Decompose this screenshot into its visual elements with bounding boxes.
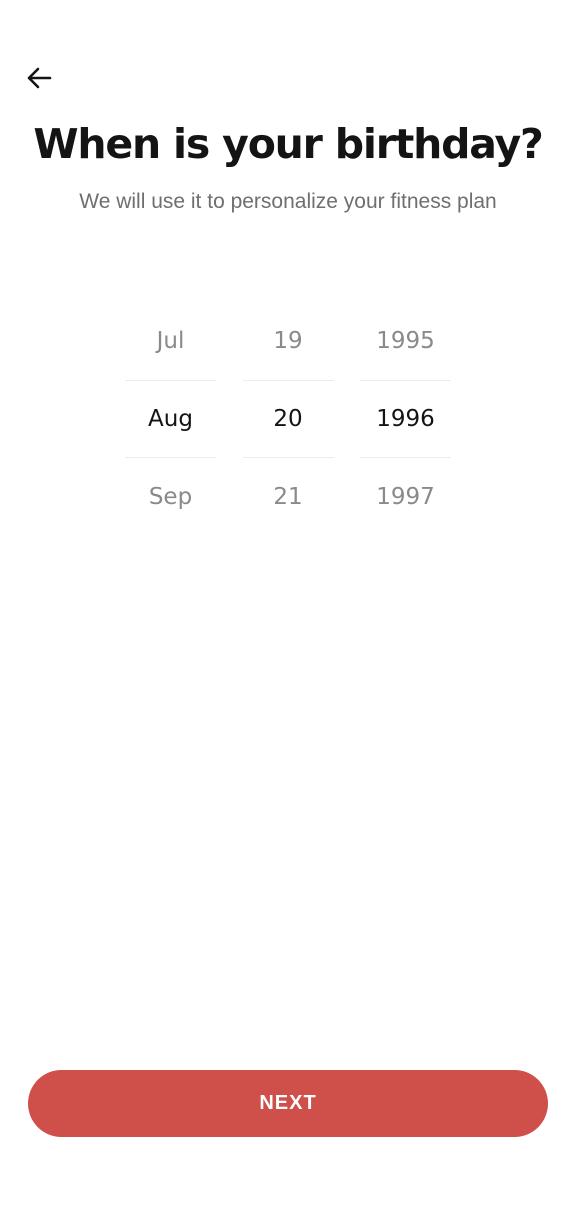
month-picker-column[interactable]: Jul Aug Sep xyxy=(125,302,216,537)
day-option-above[interactable]: 19 xyxy=(273,328,303,354)
month-option-selected[interactable]: Aug xyxy=(125,380,216,458)
birthday-picker: Jul Aug Sep 19 20 21 1995 1996 1997 xyxy=(125,302,451,537)
arrow-left-icon xyxy=(25,66,53,90)
next-button-label: NEXT xyxy=(259,1092,317,1114)
day-picker-column[interactable]: 19 20 21 xyxy=(242,302,334,537)
day-option-below[interactable]: 21 xyxy=(273,484,303,510)
next-button[interactable]: NEXT xyxy=(28,1070,548,1137)
year-option-above[interactable]: 1995 xyxy=(376,328,435,354)
page-title: When is your birthday? xyxy=(33,120,543,168)
month-option-below[interactable]: Sep xyxy=(148,484,193,510)
month-option-above[interactable]: Jul xyxy=(156,328,185,354)
year-option-selected[interactable]: 1996 xyxy=(360,380,451,458)
back-button[interactable] xyxy=(20,62,58,94)
page-subtitle: We will use it to personalize your fitne… xyxy=(79,190,497,213)
day-option-selected[interactable]: 20 xyxy=(242,380,334,458)
year-picker-column[interactable]: 1995 1996 1997 xyxy=(360,302,451,537)
year-option-below[interactable]: 1997 xyxy=(376,484,435,510)
